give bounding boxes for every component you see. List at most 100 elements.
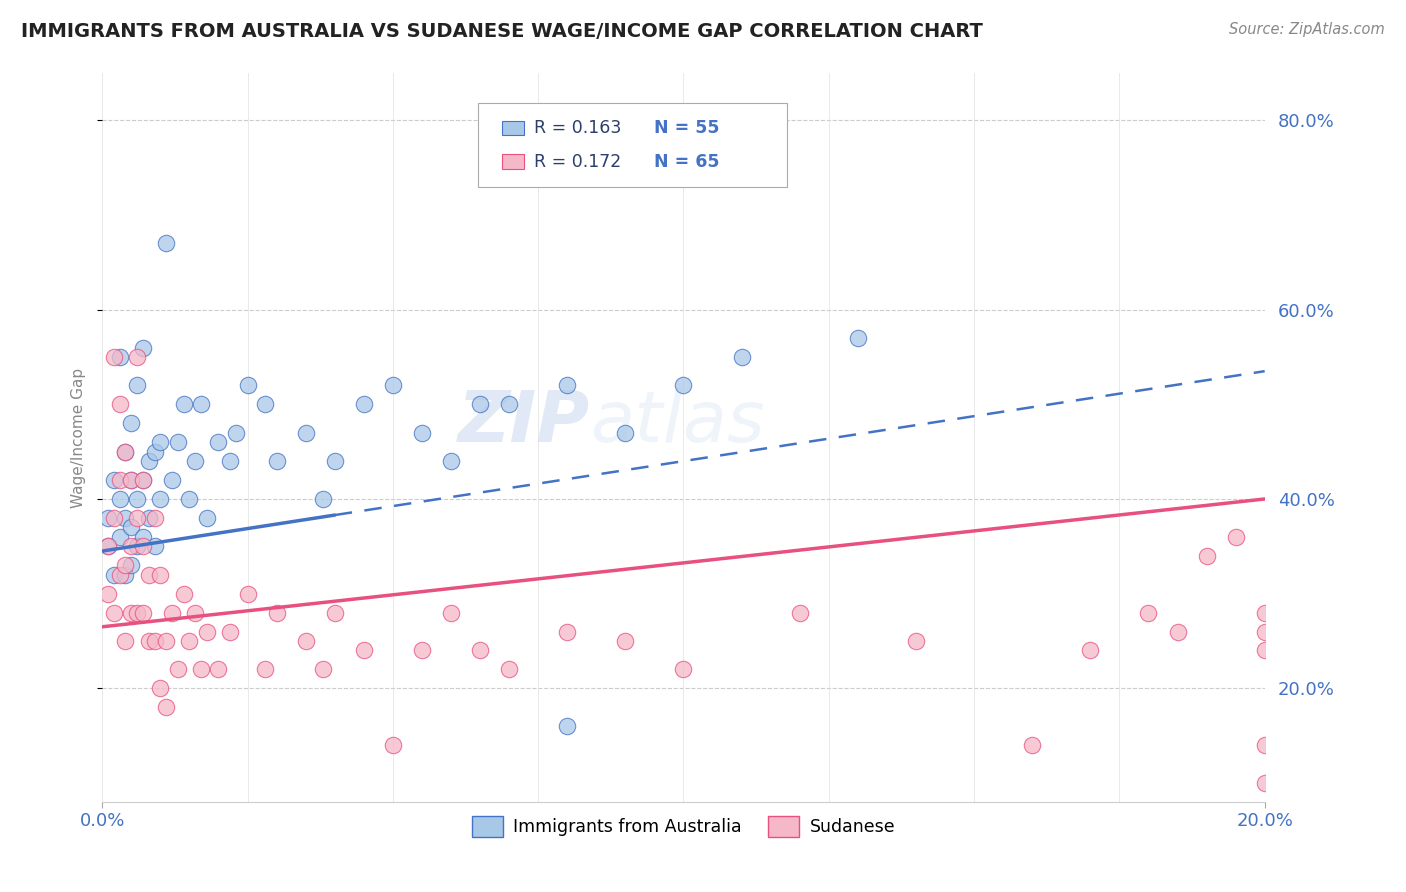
Point: [498, 662, 520, 676]
Point: [904, 634, 927, 648]
Point: [132, 530, 155, 544]
Point: [1253, 738, 1275, 752]
Point: [294, 425, 316, 440]
Point: [323, 606, 346, 620]
Point: [411, 643, 433, 657]
Point: [143, 539, 166, 553]
Point: [555, 719, 578, 733]
Point: [468, 397, 491, 411]
Point: [179, 634, 201, 648]
Text: IMMIGRANTS FROM AUSTRALIA VS SUDANESE WAGE/INCOME GAP CORRELATION CHART: IMMIGRANTS FROM AUSTRALIA VS SUDANESE WA…: [21, 22, 983, 41]
Point: [120, 473, 142, 487]
Point: [468, 643, 491, 657]
Point: [103, 567, 125, 582]
Point: [166, 662, 188, 676]
Point: [114, 511, 136, 525]
Point: [114, 444, 136, 458]
Point: [108, 567, 131, 582]
Point: [138, 454, 160, 468]
Text: R = 0.172: R = 0.172: [534, 153, 621, 170]
Point: [138, 511, 160, 525]
Point: [103, 606, 125, 620]
Text: ZIP: ZIP: [458, 388, 591, 458]
Point: [323, 454, 346, 468]
Point: [195, 624, 218, 639]
Point: [127, 606, 149, 620]
Legend: Immigrants from Australia, Sudanese: Immigrants from Australia, Sudanese: [465, 809, 903, 844]
Point: [440, 606, 463, 620]
Text: Source: ZipAtlas.com: Source: ZipAtlas.com: [1229, 22, 1385, 37]
Point: [127, 539, 149, 553]
Text: R = 0.163: R = 0.163: [534, 120, 621, 137]
Point: [236, 378, 259, 392]
Point: [132, 606, 155, 620]
Point: [195, 511, 218, 525]
Point: [1253, 606, 1275, 620]
Point: [225, 425, 247, 440]
Point: [120, 520, 142, 534]
Point: [155, 236, 177, 251]
Text: N = 65: N = 65: [654, 153, 720, 170]
Point: [114, 444, 136, 458]
Point: [160, 606, 183, 620]
Point: [1253, 624, 1275, 639]
Point: [1166, 624, 1188, 639]
Point: [149, 435, 172, 450]
Point: [127, 491, 149, 506]
Point: [1195, 549, 1218, 563]
Point: [266, 606, 288, 620]
Point: [411, 425, 433, 440]
Point: [498, 397, 520, 411]
Point: [120, 539, 142, 553]
Point: [132, 539, 155, 553]
Point: [108, 530, 131, 544]
Point: [672, 378, 695, 392]
Point: [97, 511, 120, 525]
Point: [114, 634, 136, 648]
Point: [1225, 530, 1247, 544]
Point: [127, 350, 149, 364]
Point: [184, 606, 207, 620]
Point: [103, 473, 125, 487]
Point: [672, 662, 695, 676]
Point: [149, 491, 172, 506]
Point: [160, 473, 183, 487]
Point: [253, 662, 276, 676]
Text: atlas: atlas: [591, 388, 765, 458]
Point: [143, 444, 166, 458]
Point: [381, 378, 404, 392]
Point: [103, 350, 125, 364]
Point: [138, 634, 160, 648]
Point: [97, 539, 120, 553]
Point: [108, 397, 131, 411]
Point: [614, 425, 637, 440]
Point: [353, 397, 375, 411]
Point: [149, 681, 172, 696]
Point: [353, 643, 375, 657]
Point: [149, 567, 172, 582]
Point: [108, 491, 131, 506]
Point: [381, 738, 404, 752]
Point: [143, 511, 166, 525]
Point: [555, 378, 578, 392]
Y-axis label: Wage/Income Gap: Wage/Income Gap: [72, 368, 86, 508]
Point: [1078, 643, 1101, 657]
Point: [120, 473, 142, 487]
Point: [108, 473, 131, 487]
Point: [120, 416, 142, 430]
Point: [166, 435, 188, 450]
Point: [173, 397, 195, 411]
Point: [97, 587, 120, 601]
Point: [207, 435, 229, 450]
Point: [236, 587, 259, 601]
Point: [132, 341, 155, 355]
Point: [127, 378, 149, 392]
Point: [155, 700, 177, 714]
Point: [190, 397, 212, 411]
Point: [207, 662, 229, 676]
Point: [108, 350, 131, 364]
Point: [179, 491, 201, 506]
Point: [266, 454, 288, 468]
Point: [1253, 776, 1275, 790]
Point: [253, 397, 276, 411]
